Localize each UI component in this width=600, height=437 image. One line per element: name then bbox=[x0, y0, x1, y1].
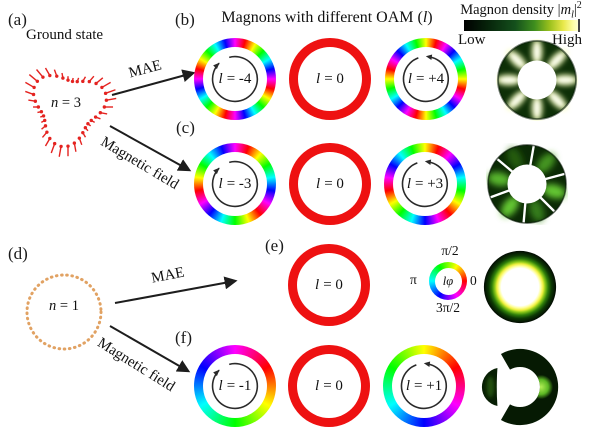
panel-label-b: (b) bbox=[175, 10, 195, 29]
ring-label: l = -1 bbox=[218, 377, 252, 394]
phase-wheel-symbol: lφ bbox=[442, 273, 454, 288]
winding-number-n3: n = 3 bbox=[51, 95, 81, 111]
ring-hole bbox=[393, 152, 457, 216]
panel-label-c: (c) bbox=[176, 118, 195, 137]
ring-hole bbox=[298, 47, 362, 111]
phase-color-wheel-icon: lφ bbox=[429, 262, 467, 300]
rotation-cw-arrow-icon bbox=[211, 55, 259, 103]
colorbar-high-label: High bbox=[552, 32, 582, 48]
oam-ring-e-zero: l = 0 bbox=[288, 244, 370, 326]
phase-tick-pi: π bbox=[410, 272, 417, 287]
panel-label-e: (e) bbox=[265, 236, 284, 255]
colorbar-low-label: Low bbox=[458, 32, 486, 48]
rotation-ccw-arrow-icon bbox=[400, 361, 448, 410]
ring-hole bbox=[394, 47, 458, 111]
ring-hole bbox=[298, 152, 362, 216]
magnon-density-two-arcs-icon bbox=[481, 348, 559, 426]
oam-ring-f-zero: l = 0 bbox=[288, 345, 370, 427]
oam-ring-c-plus3: l = +3 bbox=[384, 143, 466, 225]
rotation-cw-arrow-icon bbox=[211, 362, 259, 410]
colorbar-tick bbox=[578, 19, 580, 32]
rotation-ccw-arrow-icon bbox=[401, 159, 449, 208]
ring-label: l = 0 bbox=[315, 276, 343, 293]
ring-label: l = -4 bbox=[218, 70, 252, 87]
mae-arrow-d bbox=[114, 276, 238, 304]
magnon-density-label: Magnon density |ml|2 bbox=[460, 0, 582, 21]
wheel-hole bbox=[434, 267, 462, 295]
oam-ring-b-minus4: l = -4 bbox=[194, 38, 276, 120]
magnon-density-uniform-ring-icon bbox=[483, 250, 557, 324]
oam-ring-b-plus4: l = +4 bbox=[385, 38, 467, 120]
oam-ring-c-minus3: l = -3 bbox=[194, 143, 276, 225]
phase-tick-3pi-over-2: 3π/2 bbox=[435, 300, 461, 315]
ring-hole bbox=[203, 152, 267, 216]
oam-ring-b-zero: l = 0 bbox=[289, 38, 371, 120]
oam-ring-f-plus1: l = +1 bbox=[383, 345, 465, 427]
ring-hole bbox=[392, 354, 456, 418]
panel-label-f: (f) bbox=[175, 328, 192, 347]
colorbar-gradient bbox=[464, 20, 578, 31]
ring-label: l = 0 bbox=[315, 377, 343, 394]
oam-ring-c-zero: l = 0 bbox=[289, 143, 371, 225]
spin-circle-n1-icon bbox=[25, 273, 103, 351]
spin-spiral-n3-icon bbox=[25, 67, 117, 157]
ring-label: l = 0 bbox=[316, 70, 344, 87]
mae-arrow-a bbox=[111, 69, 196, 96]
ring-label: l = +4 bbox=[407, 70, 445, 87]
density-right-arc bbox=[500, 348, 559, 426]
ring-label: l = 0 bbox=[316, 175, 344, 192]
rotation-cw-arrow-icon bbox=[211, 160, 259, 208]
ring-label: l = +3 bbox=[406, 175, 444, 192]
ring-label: l = -3 bbox=[218, 175, 252, 192]
magnon-density-6-segments-icon bbox=[487, 144, 567, 224]
ground-state-title: Ground state bbox=[26, 27, 104, 43]
colorbar-scale: Low High bbox=[458, 32, 582, 49]
winding-number-n1: n = 1 bbox=[49, 298, 79, 314]
ring-label: l = +1 bbox=[405, 377, 443, 394]
magnetic-field-arrow-a bbox=[109, 125, 192, 172]
magnon-density-8-lobes-icon bbox=[496, 39, 578, 121]
ring-hole bbox=[203, 47, 267, 111]
rotation-ccw-arrow-icon bbox=[402, 54, 450, 103]
phase-tick-zero: 0 bbox=[470, 273, 477, 288]
ring-hole bbox=[297, 253, 361, 317]
oam-ring-f-minus1: l = -1 bbox=[194, 345, 276, 427]
ring-hole bbox=[203, 354, 267, 418]
magnetic-field-arrow-d bbox=[109, 325, 191, 373]
ring-hole bbox=[297, 354, 361, 418]
figure-title: Magnons with different OAM (l) bbox=[221, 9, 433, 26]
phase-tick-pi-over-2: π/2 bbox=[441, 243, 459, 258]
panel-label-d: (d) bbox=[8, 244, 28, 263]
panel-label-a: (a) bbox=[8, 10, 27, 29]
